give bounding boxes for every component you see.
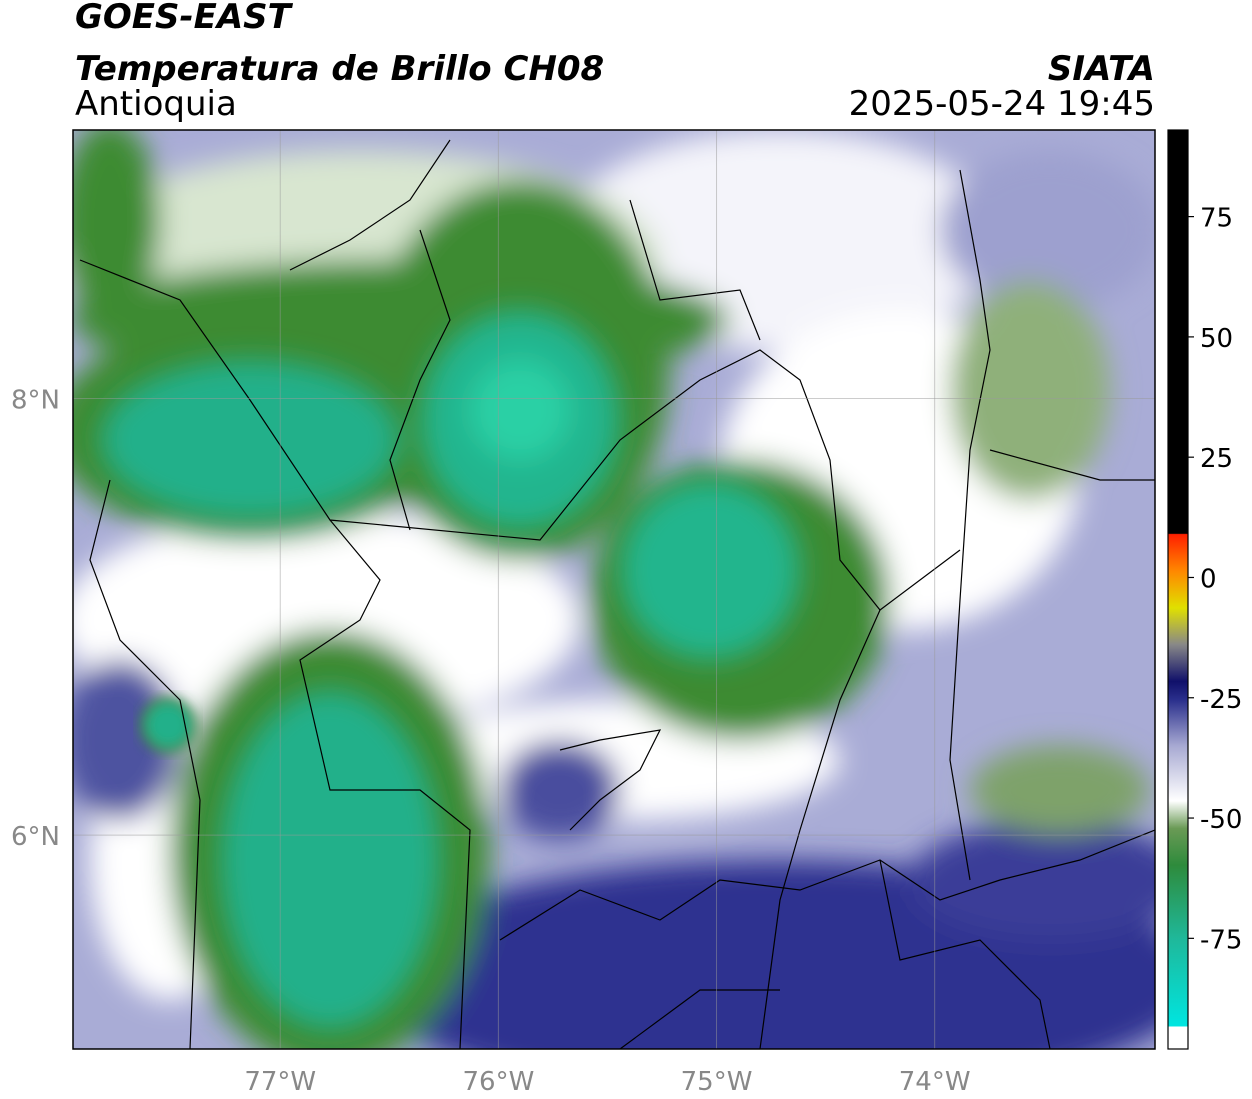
graticule [73, 130, 1155, 1049]
timestamp: 2025-05-24 19:45 [849, 84, 1155, 124]
colorbar-tick-label: -75 [1200, 925, 1242, 955]
lon-tick-label: 77°W [244, 1067, 316, 1097]
lon-tick-label: 74°W [899, 1067, 971, 1097]
colorbar-tick-label: 0 [1200, 564, 1217, 594]
map-frame [72, 129, 1156, 1050]
lon-tick-label: 76°W [462, 1067, 534, 1097]
title-product: Temperatura de Brillo CH08 [75, 49, 604, 89]
satellite-image [73, 130, 1155, 1049]
lon-tick-label: 75°W [681, 1067, 753, 1097]
colorbar-tick-label: 75 [1200, 204, 1233, 234]
borders [79, 139, 1155, 1049]
colorbar-tick-label: 50 [1200, 324, 1233, 354]
colorbar-tick-label: -25 [1200, 685, 1242, 715]
region: Antioquia [75, 84, 237, 124]
lat-tick-label: 6°N [11, 822, 60, 852]
lat-tick-label: 8°N [11, 385, 60, 415]
colorbar-tick-label: -50 [1200, 805, 1242, 835]
title-satellite: GOES-EAST [75, 0, 294, 37]
colorbar [1167, 129, 1189, 1050]
source: SIATA [1048, 49, 1155, 89]
colorbar-tick-label: 25 [1200, 444, 1233, 474]
